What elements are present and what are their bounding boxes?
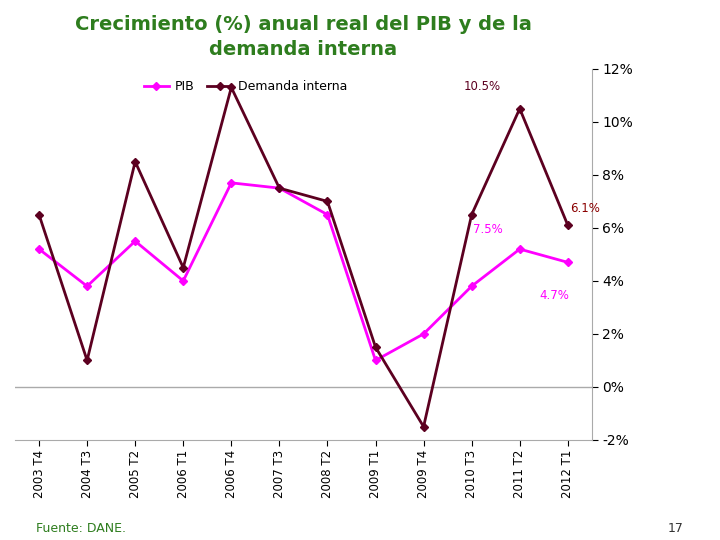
Text: 6.1%: 6.1% [570, 201, 600, 214]
Legend: PIB, Demanda interna: PIB, Demanda interna [139, 75, 353, 98]
Text: 17: 17 [668, 522, 684, 535]
Text: 4.7%: 4.7% [539, 289, 569, 302]
Text: 7.5%: 7.5% [473, 223, 503, 236]
Text: Fuente: DANE.: Fuente: DANE. [36, 522, 126, 535]
Title: Crecimiento (%) anual real del PIB y de la
demanda interna: Crecimiento (%) anual real del PIB y de … [75, 15, 532, 59]
Text: 10.5%: 10.5% [464, 80, 500, 93]
